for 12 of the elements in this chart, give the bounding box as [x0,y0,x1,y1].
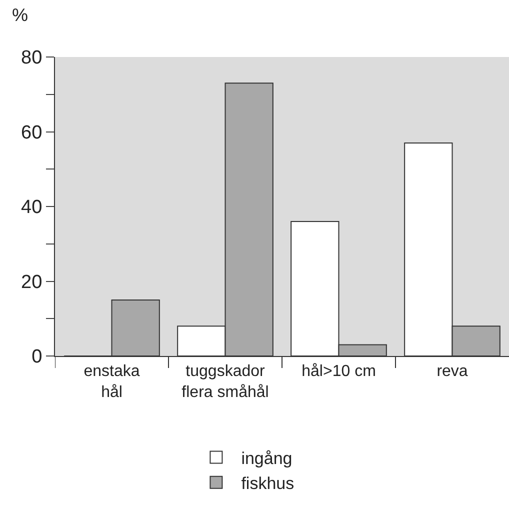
x-tick-label: tuggskador flera småhål [182,363,269,401]
y-axis-title: % [12,5,28,25]
x-tick-label: reva [436,363,468,380]
legend-label: fiskhus [241,474,294,493]
y-tick-label: 80 [21,48,42,69]
x-tick-label: enstaka hål [84,363,140,401]
legend-label: ingång [241,448,292,468]
y-tick-label: 0 [32,346,42,368]
x-tick-label: hål>10 cm [302,363,376,380]
y-tick-label: 20 [21,272,42,293]
y-tick-label: 40 [21,197,42,218]
y-tick-label: 60 [21,122,42,144]
